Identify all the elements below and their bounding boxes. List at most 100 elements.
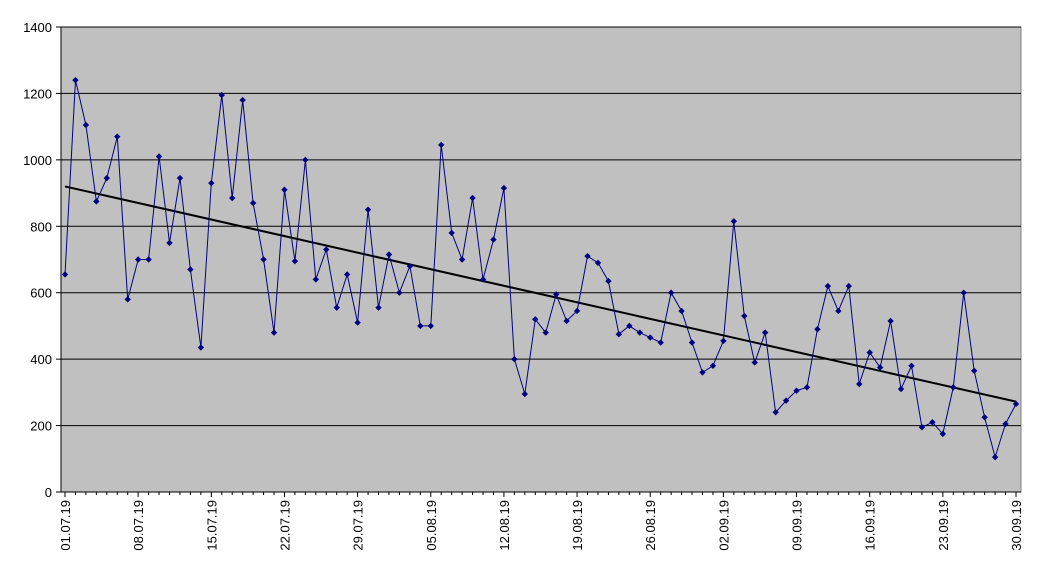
- data-point: [803, 384, 811, 391]
- data-point: [458, 256, 466, 263]
- data-point: [835, 307, 842, 315]
- data-point: [364, 206, 372, 213]
- x-tick-label: 19.08.19: [570, 500, 585, 551]
- plot-area: [60, 26, 1022, 493]
- data-point: [385, 251, 393, 258]
- data-point: [782, 397, 790, 404]
- data-point: [552, 291, 560, 298]
- plot-background: [60, 26, 1022, 493]
- data-point: [500, 184, 508, 192]
- data-point: [929, 419, 936, 426]
- y-tick-label: 1000: [23, 153, 52, 168]
- y-tick-label: 600: [30, 286, 52, 301]
- series-line: [64, 79, 1017, 459]
- data-series: [61, 76, 1020, 461]
- data-point: [709, 362, 717, 369]
- data-point: [542, 329, 549, 336]
- data-point: [532, 316, 539, 323]
- data-point: [417, 322, 424, 330]
- data-point: [249, 199, 257, 207]
- x-tick-label: 23.09.19: [936, 500, 951, 551]
- data-point: [584, 252, 591, 260]
- x-tick-label: 08.07.19: [131, 500, 146, 551]
- data-point: [82, 121, 90, 129]
- data-point: [448, 229, 455, 237]
- data-point: [573, 307, 581, 315]
- y-tick-label: 1200: [23, 86, 52, 101]
- data-point: [793, 387, 800, 394]
- data-point: [688, 339, 696, 346]
- data-point: [145, 256, 152, 263]
- data-point: [229, 194, 236, 202]
- data-point: [991, 453, 999, 461]
- data-point: [960, 289, 967, 296]
- data-point: [438, 141, 445, 149]
- data-point: [772, 409, 779, 416]
- data-point: [845, 282, 852, 290]
- data-point: [667, 289, 675, 296]
- data-point: [281, 186, 288, 193]
- data-point: [678, 307, 685, 315]
- data-point: [260, 256, 267, 263]
- data-point: [176, 174, 184, 182]
- data-point: [61, 271, 69, 278]
- data-point: [103, 174, 111, 182]
- data-point: [302, 156, 309, 164]
- y-axis: 0 200 400 600 800 1000 1200 1400: [23, 20, 1021, 500]
- x-tick-label: 05.08.19: [424, 500, 439, 551]
- data-point: [814, 326, 821, 333]
- data-point: [647, 334, 654, 341]
- data-point: [950, 384, 957, 391]
- data-point: [970, 367, 978, 374]
- data-point: [699, 369, 706, 376]
- data-point: [155, 153, 163, 160]
- data-point: [908, 362, 915, 369]
- data-point: [270, 329, 278, 336]
- x-axis: 01.07.19 08.07.19 15.07.19 22.07.19 29.07.19…: [58, 492, 1024, 551]
- data-point: [939, 430, 947, 438]
- data-point: [427, 322, 434, 330]
- data-point: [511, 355, 518, 363]
- x-tick-label: 09.09.19: [790, 500, 805, 551]
- data-point: [333, 304, 340, 311]
- data-point: [114, 133, 121, 140]
- data-point: [521, 390, 529, 398]
- data-point: [354, 319, 361, 326]
- data-point: [636, 329, 643, 336]
- data-point: [72, 76, 79, 84]
- data-point: [343, 271, 351, 278]
- data-point: [239, 96, 246, 104]
- x-tick-label: 12.08.19: [497, 500, 512, 551]
- data-point: [323, 246, 330, 253]
- data-point: [761, 329, 769, 336]
- data-point: [918, 424, 926, 431]
- data-point: [218, 91, 225, 99]
- data-point: [605, 277, 612, 285]
- data-point: [291, 257, 299, 265]
- data-point: [396, 289, 403, 296]
- y-tick-label: 0: [45, 485, 52, 500]
- data-point: [563, 317, 570, 325]
- data-point: [134, 256, 142, 263]
- data-point: [741, 312, 748, 320]
- data-point: [751, 359, 758, 366]
- data-point: [166, 239, 173, 247]
- data-point: [197, 344, 205, 351]
- data-point: [1002, 420, 1009, 428]
- x-tick-label: 26.08.19: [643, 500, 658, 551]
- data-point: [469, 194, 476, 202]
- data-point: [615, 331, 623, 338]
- data-point: [626, 322, 633, 330]
- data-point: [375, 304, 382, 311]
- x-tick-label: 02.09.19: [716, 500, 731, 551]
- data-point: [720, 337, 727, 345]
- data-point: [208, 179, 215, 187]
- x-tick-label: 01.07.19: [58, 500, 73, 551]
- y-tick-label: 200: [30, 419, 52, 434]
- data-point: [594, 259, 602, 267]
- y-tick-label: 800: [30, 219, 52, 234]
- data-point: [1012, 400, 1020, 408]
- data-point: [856, 380, 863, 388]
- data-point: [824, 282, 832, 290]
